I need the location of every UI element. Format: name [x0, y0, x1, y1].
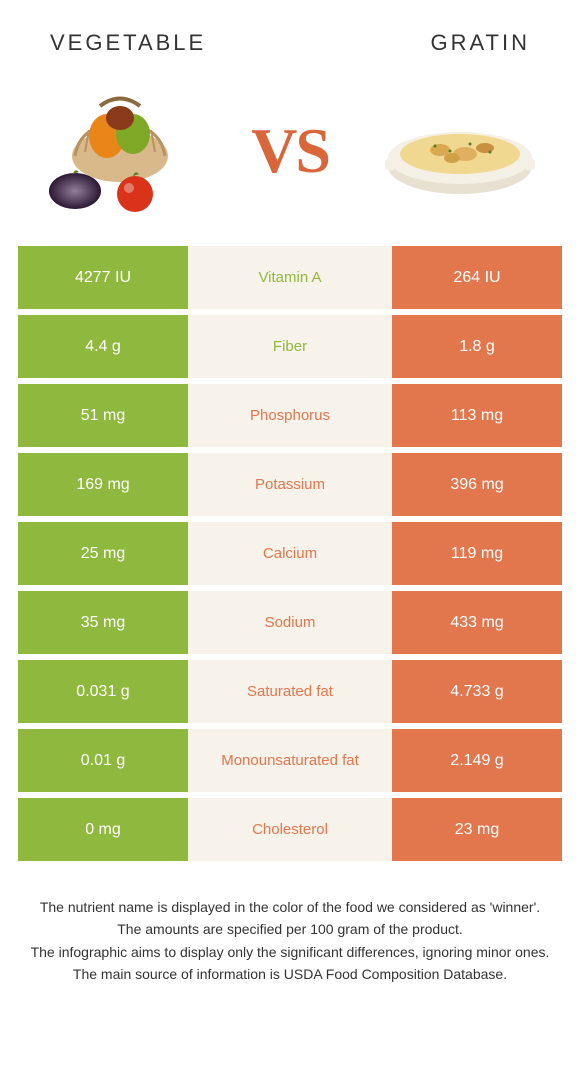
nutrient-label: Fiber [188, 315, 392, 378]
value-right: 4.733 g [392, 660, 562, 723]
value-right: 396 mg [392, 453, 562, 516]
table-row: 51 mgPhosphorus113 mg [18, 384, 562, 447]
table-row: 25 mgCalcium119 mg [18, 522, 562, 585]
value-right: 113 mg [392, 384, 562, 447]
value-left: 0 mg [18, 798, 188, 861]
nutrient-label: Vitamin A [188, 246, 392, 309]
nutrient-label: Saturated fat [188, 660, 392, 723]
value-right: 264 IU [392, 246, 562, 309]
value-left: 4277 IU [18, 246, 188, 309]
vs-label: VS [251, 114, 329, 188]
value-right: 119 mg [392, 522, 562, 585]
table-row: 0.01 gMonounsaturated fat2.149 g [18, 729, 562, 792]
value-left: 51 mg [18, 384, 188, 447]
header: vegetable gratin [0, 0, 580, 66]
title-left: vegetable [50, 30, 206, 56]
comparison-table: 4277 IUVitamin A264 IU4.4 gFiber1.8 g51 … [0, 246, 580, 861]
nutrient-label: Monounsaturated fat [188, 729, 392, 792]
nutrient-label: Sodium [188, 591, 392, 654]
nutrient-label: Potassium [188, 453, 392, 516]
nutrient-label: Cholesterol [188, 798, 392, 861]
table-row: 0 mgCholesterol23 mg [18, 798, 562, 861]
value-left: 169 mg [18, 453, 188, 516]
table-row: 35 mgSodium433 mg [18, 591, 562, 654]
vegetable-image [40, 81, 200, 221]
value-left: 4.4 g [18, 315, 188, 378]
title-right: gratin [431, 30, 530, 56]
value-right: 2.149 g [392, 729, 562, 792]
value-right: 23 mg [392, 798, 562, 861]
table-row: 4277 IUVitamin A264 IU [18, 246, 562, 309]
value-right: 1.8 g [392, 315, 562, 378]
footer-line: The nutrient name is displayed in the co… [20, 897, 560, 917]
footer-line: The main source of information is USDA F… [20, 964, 560, 984]
table-row: 0.031 gSaturated fat4.733 g [18, 660, 562, 723]
value-left: 0.01 g [18, 729, 188, 792]
value-left: 0.031 g [18, 660, 188, 723]
table-row: 4.4 gFiber1.8 g [18, 315, 562, 378]
nutrient-label: Phosphorus [188, 384, 392, 447]
hero: VS [0, 66, 580, 246]
value-left: 25 mg [18, 522, 188, 585]
footer-line: The amounts are specified per 100 gram o… [20, 919, 560, 939]
gratin-image [380, 81, 540, 221]
value-left: 35 mg [18, 591, 188, 654]
value-right: 433 mg [392, 591, 562, 654]
nutrient-label: Calcium [188, 522, 392, 585]
footer-notes: The nutrient name is displayed in the co… [0, 867, 580, 984]
footer-line: The infographic aims to display only the… [20, 942, 560, 962]
table-row: 169 mgPotassium396 mg [18, 453, 562, 516]
